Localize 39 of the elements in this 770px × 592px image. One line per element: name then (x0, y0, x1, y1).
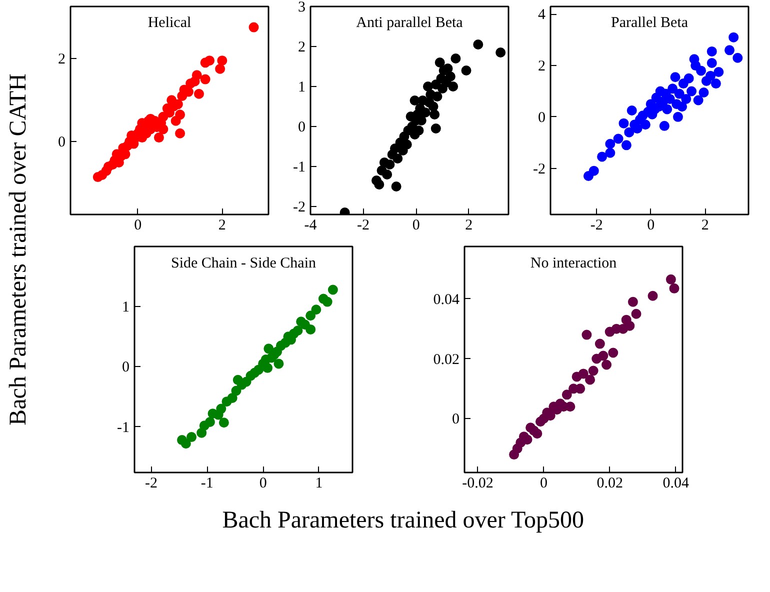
x-tick-label: 1 (315, 476, 323, 492)
y-tick-label: 1 (298, 80, 306, 96)
y-tick-label: 0 (538, 110, 546, 126)
y-tick-label: 0 (298, 120, 306, 136)
x-tick-label: 2 (701, 218, 709, 234)
x-tick-label: -2 (590, 218, 603, 234)
text: Helical (148, 14, 192, 31)
x-tick-label: -2 (145, 476, 158, 492)
text: Side Chain - Side Chain (171, 256, 316, 272)
x-tick-label: 0 (412, 218, 420, 234)
x-tick-label: 2 (218, 218, 226, 234)
x-axis-title: Bach Parameters trained over Top500 (222, 508, 584, 534)
y-tick-label: 1 (122, 300, 130, 316)
y-tick-label: 0 (452, 412, 460, 428)
y-tick-label: 0 (122, 360, 130, 376)
text: No interaction (530, 256, 618, 272)
y-tick-label: 2 (298, 40, 306, 56)
y-tick-label: 2 (538, 58, 546, 75)
x-tick-label: 2 (465, 218, 473, 234)
y-tick-label: -1 (293, 160, 306, 176)
y-tick-label: -1 (117, 420, 130, 436)
y-tick-label: -2 (533, 161, 546, 178)
text: Anti parallel Beta (356, 14, 464, 31)
x-tick-label: -1 (200, 476, 214, 492)
y-axis-title: Bach Parameters trained over CATH (6, 74, 32, 426)
x-tick-label: -0.02 (462, 476, 494, 492)
y-tick-label: 0.02 (433, 352, 460, 368)
x-tick-label: -2 (357, 218, 370, 234)
y-tick-label: 3 (298, 0, 306, 16)
x-tick-label: 0 (647, 218, 655, 234)
y-tick-label: 4 (538, 7, 546, 24)
text: Parallel Beta (610, 14, 688, 31)
x-tick-label: 0.04 (662, 476, 690, 492)
x-tick-label: 0 (134, 218, 142, 234)
x-tick-label: 0.02 (596, 476, 623, 492)
y-tick-label: -2 (293, 200, 306, 216)
x-tick-label: 0 (259, 476, 267, 492)
y-tick-label: 0.04 (433, 292, 460, 308)
x-tick-label: -4 (304, 218, 318, 234)
